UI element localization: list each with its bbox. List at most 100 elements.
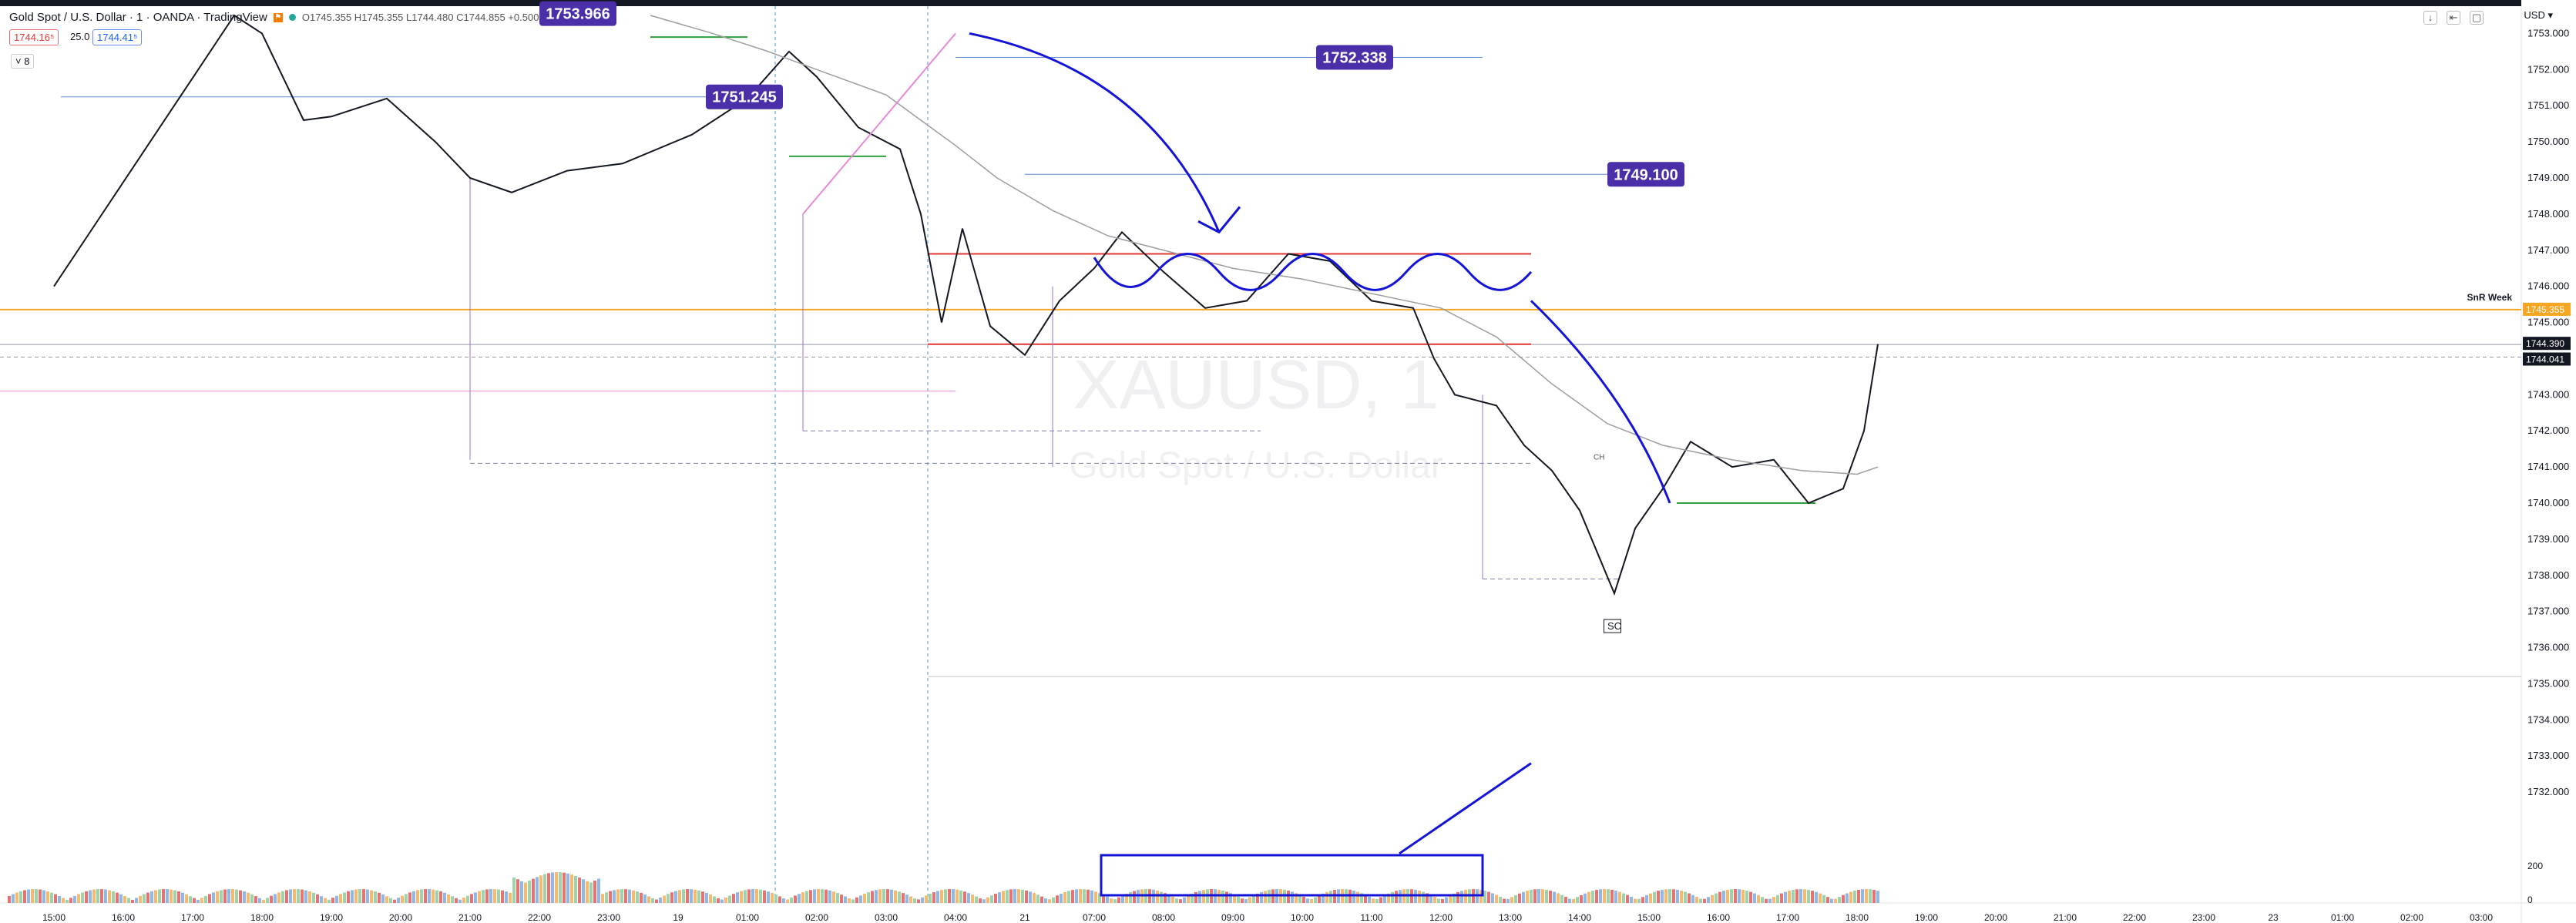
volume-bar — [628, 889, 631, 903]
volume-bar — [1325, 891, 1328, 903]
symbol-title[interactable]: Gold Spot / U.S. Dollar · 1 · OANDA · Tr… — [9, 11, 267, 24]
volume-bar — [1653, 891, 1656, 903]
annotation-sc-box — [1604, 619, 1621, 633]
price-label-text: 1752.338 — [1322, 49, 1386, 66]
volume-bar — [1664, 889, 1668, 903]
collapse-icon[interactable]: ⇤ — [2447, 11, 2460, 25]
volume-bar — [1260, 891, 1263, 903]
volume-bar — [231, 889, 234, 903]
volume-bar — [1768, 898, 1772, 903]
volume-bar — [821, 889, 824, 903]
x-tick-label: 16:00 — [112, 912, 135, 923]
volume-bar — [1040, 896, 1043, 903]
volume-bar — [655, 899, 658, 903]
volume-bar — [1418, 890, 1421, 903]
volume-bar — [1221, 890, 1224, 903]
volume-bar — [1094, 891, 1097, 903]
volume-bar — [139, 895, 142, 903]
volume-bar — [774, 894, 778, 903]
volume-bar — [378, 892, 381, 903]
volume-bar — [339, 894, 342, 903]
volume-bar — [470, 894, 473, 903]
volume-bar — [1510, 897, 1513, 903]
volume-bar — [412, 891, 415, 903]
sell-price-button[interactable]: 1744.16⁵ — [9, 29, 59, 45]
volume-bar — [1718, 891, 1721, 903]
volume-bar — [1360, 893, 1363, 903]
volume-bar — [223, 889, 227, 903]
volume-bar — [574, 875, 577, 903]
volume-bar — [1106, 896, 1109, 903]
volume-bar — [389, 898, 392, 903]
volume-bar — [817, 889, 820, 903]
volume-bar — [659, 897, 662, 903]
volume-bar — [428, 889, 431, 903]
volume-bar — [759, 889, 762, 903]
indicators-collapse-button[interactable]: ˅ 8 — [11, 54, 35, 69]
volume-bar — [1591, 891, 1594, 903]
volume-bar — [424, 889, 427, 903]
volume-bar — [1314, 897, 1317, 903]
volume-bar — [96, 889, 99, 903]
volume-bar — [678, 890, 681, 903]
volume-bar — [166, 889, 169, 903]
volume-bar — [686, 889, 689, 903]
x-tick-label: 19 — [673, 912, 683, 923]
volume-bar — [1175, 898, 1178, 903]
volume-bar — [848, 898, 851, 903]
snr-week-price-tag — [2523, 302, 2571, 316]
top-bar — [0, 0, 2576, 6]
volume-bar — [1865, 889, 1868, 903]
volume-bar — [1849, 891, 1852, 903]
arrow-down-icon[interactable]: ↓ — [2423, 11, 2437, 25]
volume-bar — [1318, 895, 1321, 903]
volume-bar — [694, 889, 697, 903]
volume-bar — [1156, 890, 1159, 903]
volume-bar — [1668, 889, 1671, 903]
volume-bar — [905, 894, 908, 903]
volume-bar — [1248, 897, 1251, 903]
volume-bar — [1433, 896, 1436, 903]
volume-bar — [767, 891, 770, 903]
volume-bar — [851, 899, 855, 903]
volume-bar — [493, 889, 496, 903]
volume-bar — [185, 894, 188, 903]
volume-bar — [1533, 889, 1537, 903]
volume-bar — [150, 891, 153, 903]
y-tick-label: 1742.000 — [2527, 425, 2569, 436]
volume-bar — [921, 897, 924, 903]
volume-bar — [420, 889, 423, 903]
moving-average-line — [650, 15, 1879, 475]
x-tick-label: 18:00 — [250, 912, 274, 923]
volume-bar — [925, 895, 928, 903]
volume-bar — [1838, 897, 1841, 903]
volume-bar — [1672, 889, 1675, 903]
volume-bar — [1811, 891, 1814, 903]
volume-bar — [212, 892, 215, 903]
volume-bar — [366, 889, 369, 903]
volume-bar — [119, 894, 123, 903]
volume-bar — [385, 896, 388, 903]
volume-bar — [936, 891, 939, 903]
volume-bar — [616, 889, 620, 903]
flag-icon: ⚑ — [273, 12, 283, 22]
volume-bar — [1745, 891, 1748, 903]
currency-selector[interactable]: USD ▾ — [2524, 9, 2553, 21]
volume-bar — [948, 889, 951, 903]
buy-price-button[interactable]: 1744.41⁵ — [92, 29, 143, 45]
volume-bar — [12, 894, 15, 903]
volume-bar — [601, 894, 604, 903]
volume-bar — [1661, 889, 1664, 903]
maximize-icon[interactable]: ▢ — [2470, 11, 2484, 25]
volume-bar — [1121, 895, 1124, 903]
volume-bar — [19, 891, 22, 903]
volume-bar — [1526, 891, 1529, 903]
volume-bar — [104, 889, 107, 903]
volume-bar — [250, 894, 254, 903]
volume-bar — [216, 891, 219, 903]
volume-bar — [586, 881, 589, 903]
x-tick-label: 03:00 — [875, 912, 898, 923]
volume-bar — [528, 881, 531, 903]
